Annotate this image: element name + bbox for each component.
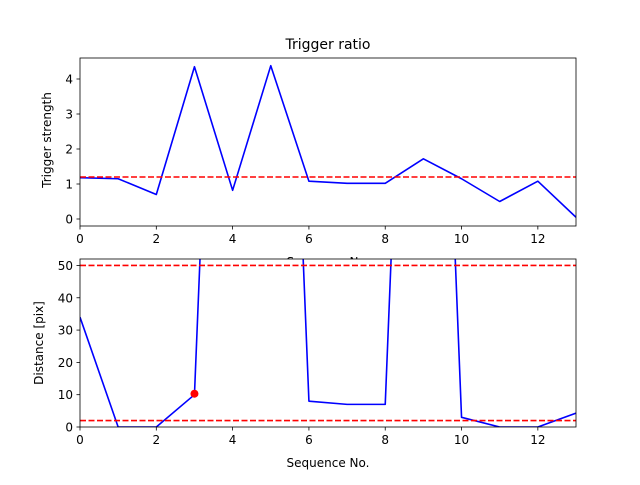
bottom-xtick-label: 8 xyxy=(381,433,389,447)
bottom-subplot: 0 2 4 6 8 10 12 0 10 20 30 40 50 Sequence No. Distan… xyxy=(32,258,577,470)
top-xtick-label: 6 xyxy=(305,232,313,246)
bottom-clipped-marks xyxy=(80,259,576,427)
top-xtick-label: 10 xyxy=(454,232,469,246)
bottom-xtick-label: 2 xyxy=(152,433,160,447)
top-ytick-label: 2 xyxy=(65,143,73,157)
bottom-xtick-label: 0 xyxy=(76,433,84,447)
top-ytick-label: 4 xyxy=(65,73,73,87)
top-xtick-label: 0 xyxy=(76,232,84,246)
bottom-axes-frame xyxy=(79,258,577,428)
bottom-ytick-label: 20 xyxy=(58,356,73,370)
bottom-xtick-label: 12 xyxy=(530,433,545,447)
top-xtick-label: 8 xyxy=(381,232,389,246)
top-clipped-marks xyxy=(80,64,576,218)
bottom-xtick-label: 10 xyxy=(454,433,469,447)
top-xtick-label: 4 xyxy=(229,232,237,246)
bottom-ytick-label: 30 xyxy=(58,324,73,338)
top-xtick-label: 12 xyxy=(530,232,545,246)
bottom-xlabel: Sequence No. xyxy=(287,456,370,470)
top-title: Trigger ratio xyxy=(284,37,370,53)
bottom-xtick-label: 4 xyxy=(229,433,237,447)
top-ytick-label: 3 xyxy=(65,108,73,122)
bottom-plot-area: 0 2 4 6 8 10 12 0 10 20 30 40 50 xyxy=(58,258,577,447)
bottom-marker-point xyxy=(190,389,199,398)
bottom-series-line xyxy=(80,259,576,427)
top-series-line xyxy=(80,64,576,218)
top-ylabel: Trigger strength xyxy=(40,92,54,189)
top-ytick-label: 0 xyxy=(65,213,73,227)
top-ytick-label: 1 xyxy=(65,178,73,192)
bottom-ytick-label: 50 xyxy=(58,259,73,273)
bottom-ytick-label: 40 xyxy=(58,291,73,305)
bottom-ytick-label: 10 xyxy=(58,388,73,402)
bottom-ylabel: Distance [pix] xyxy=(32,301,46,385)
bottom-ytick-label: 0 xyxy=(65,421,73,435)
top-xtick-label: 2 xyxy=(152,232,160,246)
bottom-plot-background xyxy=(80,259,576,427)
top-axes-frame xyxy=(79,57,577,227)
bottom-xtick-label: 6 xyxy=(305,433,313,447)
